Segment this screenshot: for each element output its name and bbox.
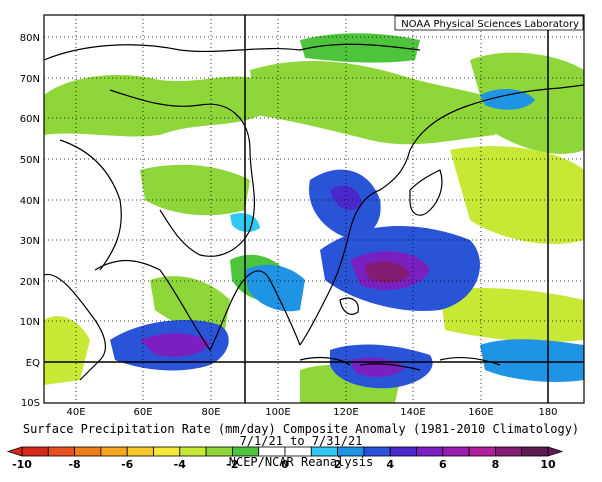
colorbar-tick-label: 4 xyxy=(386,458,394,471)
map-frame xyxy=(43,14,585,404)
colorbar-labels: -10 -8 -6 -4 -2 0 2 4 6 8 10 xyxy=(12,458,556,471)
colorbar-swatch xyxy=(521,446,549,457)
colorbar-swatch xyxy=(21,446,49,457)
anomaly-wet-arctic xyxy=(480,88,535,110)
longitude-labels: 40E 60E 80E 100E 120E 140E 160E 180 xyxy=(66,407,557,418)
colorbar-tick-label: 8 xyxy=(492,458,500,471)
lon-label: 120E xyxy=(333,407,358,418)
colorbar-swatch xyxy=(126,446,154,457)
map-period: 7/1/21 to 7/31/21 xyxy=(239,434,363,448)
colorbar-swatch xyxy=(74,446,102,457)
anomaly-wet-arabian-core xyxy=(140,333,210,357)
lat-label: 70N xyxy=(20,74,40,85)
colorbar-tick-label: 2 xyxy=(334,458,342,471)
colorbar-swatch xyxy=(494,446,523,457)
credit-text: NOAA Physical Sciences Laboratory xyxy=(401,19,579,30)
colorbar-swatch xyxy=(47,446,75,457)
graticule xyxy=(44,15,584,403)
colorbar-swatch xyxy=(442,446,470,457)
colorbar-arrow-right xyxy=(547,446,564,457)
colorbar-swatch xyxy=(389,446,417,457)
anomaly-patch-siberia-central xyxy=(250,60,500,145)
anomaly-patch-india xyxy=(150,276,230,332)
anomaly-wet-se-asia xyxy=(245,264,305,312)
map-source: NCEP/NCAR Reanalysis xyxy=(228,455,374,469)
lat-label: 30N xyxy=(20,236,40,247)
colorbar-swatch xyxy=(179,446,207,457)
lat-label: 80N xyxy=(20,33,40,44)
anomaly-patch-central-asia xyxy=(140,164,250,216)
anomaly-wet-philippine-peak xyxy=(365,261,410,283)
anomaly-wet-china-core xyxy=(330,185,362,210)
credit-box xyxy=(394,15,584,31)
colorbar-tick-label: 10 xyxy=(540,458,556,471)
lat-label: EQ xyxy=(26,358,40,369)
anomaly-patch-north-pacific xyxy=(450,146,584,244)
anomaly-patch-africa xyxy=(44,316,90,385)
colorbar-tick-label: -4 xyxy=(174,458,187,471)
colorbar-tick-label: -10 xyxy=(12,458,32,471)
anomaly-patch-siberia-west xyxy=(44,75,270,137)
map-title: Surface Precipitation Rate (mm/day) Comp… xyxy=(22,422,580,436)
colorbar-tick-label: 6 xyxy=(439,458,447,471)
anomaly-shading xyxy=(44,15,584,403)
colorbar-arrow-left xyxy=(6,446,23,457)
lat-label: 40N xyxy=(20,196,40,207)
anomaly-patch-arctic-light xyxy=(300,33,420,63)
colorbar-swatch xyxy=(100,446,128,457)
lon-label: 140E xyxy=(400,407,425,418)
lat-label: 50N xyxy=(20,155,40,166)
lat-label: 10N xyxy=(20,317,40,328)
lon-label: 80E xyxy=(201,407,220,418)
colorbar-tick-label: -8 xyxy=(68,458,80,471)
lon-label: 100E xyxy=(265,407,290,418)
lon-label: 60E xyxy=(133,407,152,418)
lon-label: 40E xyxy=(66,407,85,418)
lat-label: 10S xyxy=(21,398,40,409)
coastlines xyxy=(44,43,584,381)
colorbar-swatch xyxy=(468,446,496,457)
colorbar-swatch xyxy=(153,446,181,457)
lat-label: 20N xyxy=(20,277,40,288)
latitude-labels: 80N 70N 60N 50N 40N 30N 20N 10N EQ 10S xyxy=(20,33,40,409)
colorbar-tick-label: -6 xyxy=(121,458,134,471)
anomaly-wet-west-pacific-eq xyxy=(480,339,584,382)
lon-label: 160E xyxy=(468,407,493,418)
colorbar-swatch xyxy=(416,446,444,457)
colorbar xyxy=(6,446,564,457)
lat-label: 60N xyxy=(20,114,40,125)
lon-label: 180 xyxy=(538,407,557,418)
colorbar-tick-label: 0 xyxy=(281,458,289,471)
map-panel xyxy=(43,14,585,404)
colorbar-tick-label: -2 xyxy=(226,458,238,471)
